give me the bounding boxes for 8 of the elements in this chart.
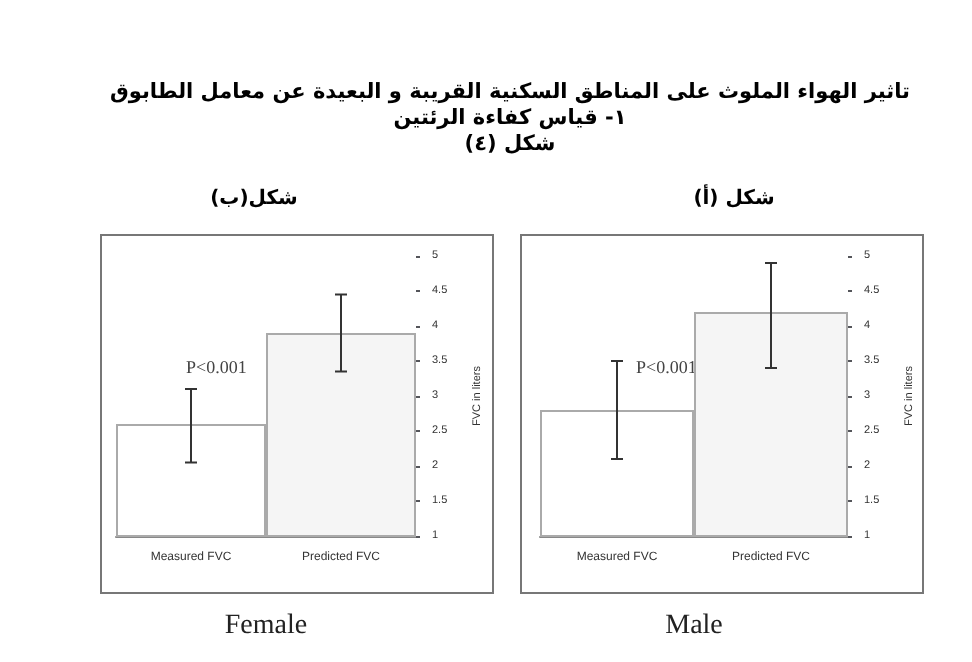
text: تاثير الهواء الملوث على المناطق السكنية القريبة و البعيدة عن معامل الطابوق [108,80,912,106]
annotation: P<0.001 [636,357,697,377]
annotation: P<0.001 [186,357,247,377]
text: شكل(ب) [208,186,300,214]
x-axis-title: Male [665,611,723,641]
text: شكل (أ) [691,184,777,214]
text: ١- قياس كفاءة الرئتين شكل (٤) [391,106,629,158]
x-axis-title: Female [224,611,308,641]
